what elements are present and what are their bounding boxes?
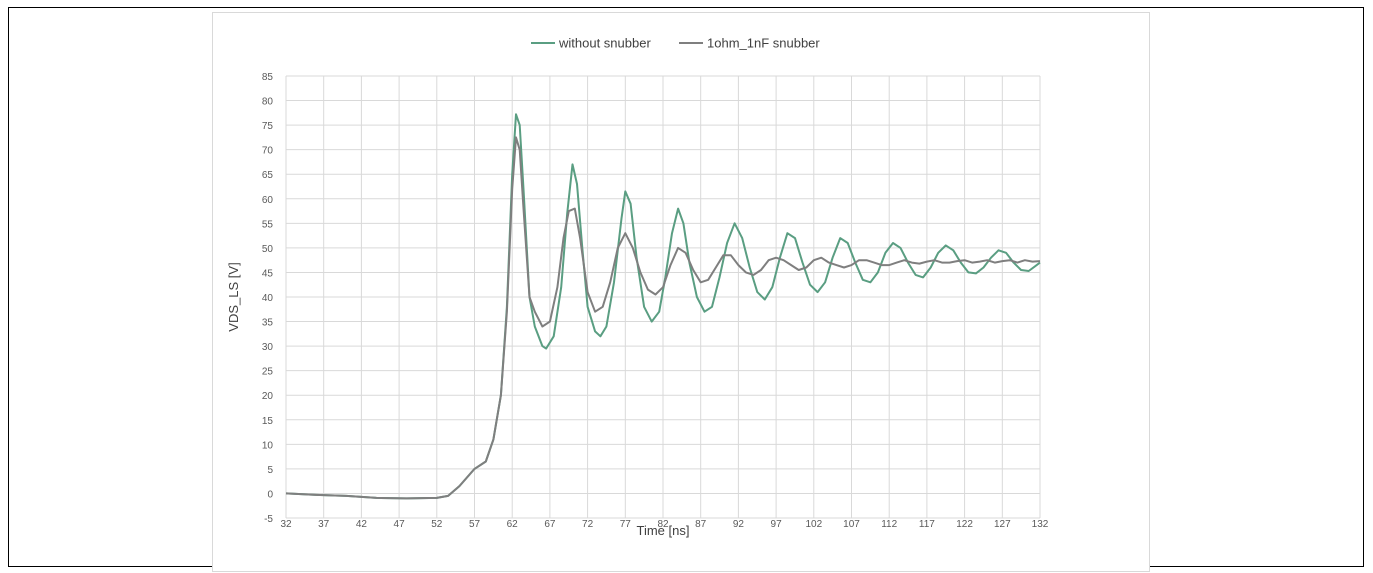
chart-area: -5 0 5 10 15 20 25 30 35 40 45 50 55 60 65 70 75 80 85 32 3… [212, 12, 1150, 572]
series-line-1 [285, 136, 1041, 500]
y-tick-label: 20 [262, 391, 274, 402]
x-tick-label: 87 [695, 519, 707, 530]
x-tick-label: 107 [843, 519, 860, 530]
y-tick-label: 0 [267, 489, 273, 500]
x-tick-label: 67 [544, 519, 556, 530]
y-tick-label: 50 [262, 244, 274, 255]
x-tick-label: 72 [582, 519, 594, 530]
x-tick-label: 62 [507, 519, 519, 530]
y-tick-label: 25 [262, 367, 274, 378]
series-line-0 [285, 113, 1041, 500]
y-tick-label: 30 [262, 342, 274, 353]
legend: without snubber 1ohm_1nF snubber [531, 36, 820, 51]
y-tick-label: 70 [262, 146, 274, 157]
y-tick-labels: -5 0 5 10 15 20 25 30 35 40 45 50 55 60 65 70 75 80 85 [262, 72, 274, 525]
x-tick-label: 132 [1032, 519, 1049, 530]
legend-label-0: without snubber [558, 36, 651, 51]
x-tick-label: 32 [280, 519, 292, 530]
y-axis-title: VDS_LS [V] [226, 262, 241, 331]
y-tick-label: 60 [262, 195, 274, 206]
x-tick-label: 37 [318, 519, 330, 530]
x-axis-title: Time [ns] [637, 523, 690, 538]
y-tick-label: 40 [262, 293, 274, 304]
y-tick-label: 45 [262, 268, 274, 279]
x-tick-label: 117 [919, 519, 935, 530]
x-tick-label: 112 [881, 519, 897, 530]
x-tick-label: 122 [956, 519, 973, 530]
x-tick-label: 52 [431, 519, 443, 530]
y-tick-label: 65 [262, 170, 274, 181]
y-tick-label: 35 [262, 318, 274, 329]
x-tick-label: 127 [994, 519, 1011, 530]
grid-lines [285, 75, 1041, 519]
y-tick-label: 15 [262, 416, 274, 427]
x-tick-label: 42 [356, 519, 368, 530]
x-tick-labels: 32 37 42 47 52 57 62 67 72 77 82 87 92 97 102 107 112 117… [280, 519, 1048, 530]
series-lines [285, 113, 1041, 500]
y-tick-label: -5 [264, 514, 273, 525]
y-tick-label: 55 [262, 219, 274, 230]
x-tick-label: 47 [394, 519, 406, 530]
x-tick-label: 77 [620, 519, 632, 530]
legend-label-1: 1ohm_1nF snubber [707, 36, 820, 51]
y-tick-label: 85 [262, 72, 274, 83]
x-tick-label: 57 [469, 519, 481, 530]
y-tick-label: 5 [267, 465, 273, 476]
x-tick-label: 82 [657, 519, 669, 530]
x-tick-label: 92 [733, 519, 745, 530]
y-tick-label: 10 [262, 440, 274, 451]
y-tick-label: 80 [262, 97, 274, 108]
x-tick-label: 102 [805, 519, 822, 530]
y-tick-label: 75 [262, 121, 274, 132]
x-tick-label: 97 [771, 519, 783, 530]
